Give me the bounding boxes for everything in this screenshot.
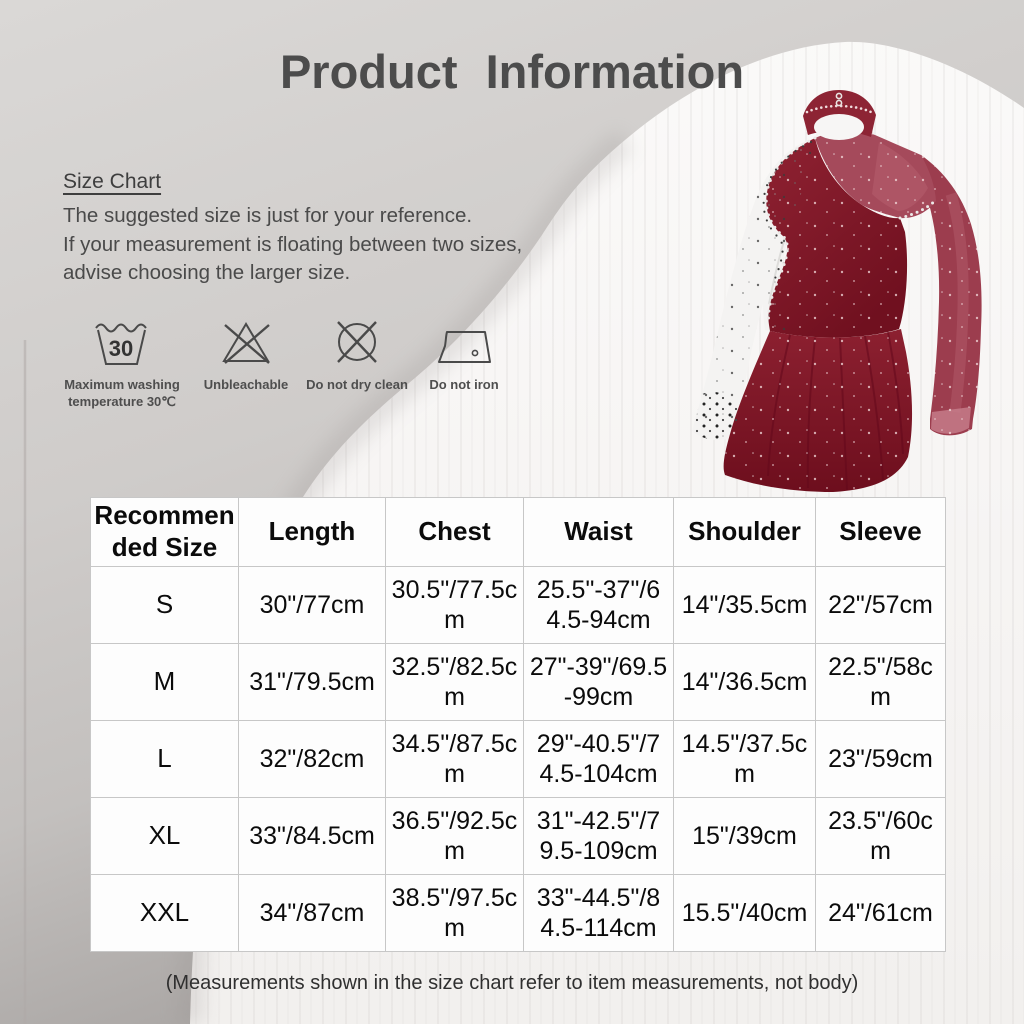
measurement-cell: 15.5"/40cm	[673, 874, 816, 952]
measurement-cell: 27"-39"/69.5-99cm	[523, 643, 674, 721]
care-item-unbleachable: Unbleachable	[190, 310, 302, 394]
size-table-header-row: Recommended Size Length Chest Waist Shoulder…	[90, 497, 946, 567]
measurement-cell: 30"/77cm	[238, 566, 386, 644]
column-header-5: Sleeve	[815, 497, 946, 567]
column-header-2: Chest	[385, 497, 524, 567]
footer-note: (Measurements shown in the size chart re…	[165, 972, 859, 994]
measurement-cell: 14"/36.5cm	[673, 643, 816, 721]
rhinestone-sparkles	[723, 130, 982, 492]
measurement-cell: 23.5"/60cm	[815, 797, 946, 875]
table-row: M 31"/79.5cm 32.5"/82.5cm 27"-39"/69.5-99cm…	[90, 643, 946, 721]
care-label: Do not iron	[429, 377, 499, 392]
care-instructions-row: 30 Maximum washing temperature 30℃ Unble…	[56, 310, 514, 410]
keyhole-cutout	[814, 114, 864, 140]
care-label: Do not dry clean	[306, 377, 408, 392]
care-label: Maximum washing temperature 30℃	[64, 377, 180, 409]
size-table: Recommended Size Length Chest Waist Shoulder…	[90, 497, 946, 952]
measurement-cell: 23"/59cm	[815, 720, 946, 798]
measurement-cell: 24"/61cm	[815, 874, 946, 952]
table-row: L 32"/82cm 34.5"/87.5cm 29"-40.5"/74.5-104c…	[90, 720, 946, 798]
care-label: Unbleachable	[203, 377, 289, 392]
size-chart-description: The suggested size is just for your refe…	[63, 204, 523, 284]
size-chart-heading: Size Chart	[63, 170, 162, 193]
measurement-cell: 14"/35.5cm	[673, 566, 816, 644]
product-photo-dress	[692, 90, 982, 492]
measurement-cell: 22.5"/58cm	[815, 643, 946, 721]
collar-button-loops	[835, 92, 843, 107]
measurement-cell: 32"/82cm	[238, 720, 386, 798]
column-header-3: Waist	[523, 497, 674, 567]
size-label-cell: L	[90, 720, 239, 798]
column-header-4: Shoulder	[673, 497, 816, 567]
table-row: XXL 34"/87cm 38.5"/97.5cm 33"-44.5"/84.5-11…	[90, 874, 946, 952]
measurement-cell: 29"-40.5"/74.5-104cm	[523, 720, 674, 798]
unbleachable-icon	[222, 322, 270, 364]
measurement-cell: 33"-44.5"/84.5-114cm	[523, 874, 674, 952]
svg-text:30: 30	[109, 336, 133, 361]
care-item-no-dry-clean: Do not dry clean	[304, 310, 410, 394]
cuff-speck-cluster	[692, 392, 740, 440]
measurement-cell: 15"/39cm	[673, 797, 816, 875]
size-label-cell: M	[90, 643, 239, 721]
do-not-dry-clean-icon	[337, 321, 377, 363]
size-label-cell: XL	[90, 797, 239, 875]
washing-temperature-icon: 30	[95, 323, 147, 365]
measurement-cell: 31"-42.5"/79.5-109cm	[523, 797, 674, 875]
measurement-cell: 22"/57cm	[815, 566, 946, 644]
do-not-iron-icon	[438, 331, 491, 363]
column-header-1: Length	[238, 497, 386, 567]
size-table-body: S 30"/77cm 30.5"/77.5cm 25.5"-37"/64.5-94cm…	[90, 566, 946, 952]
size-chart-intro: Size Chart The suggested size is just fo…	[63, 170, 623, 288]
table-row: XL 33"/84.5cm 36.5"/92.5cm 31"-42.5"/79.5-1…	[90, 797, 946, 875]
table-row: S 30"/77cm 30.5"/77.5cm 25.5"-37"/64.5-94cm…	[90, 566, 946, 644]
measurement-cell: 38.5"/97.5cm	[385, 874, 524, 952]
measurement-cell: 14.5"/37.5cm	[673, 720, 816, 798]
measurement-cell: 31"/79.5cm	[238, 643, 386, 721]
measurement-cell: 25.5"-37"/64.5-94cm	[523, 566, 674, 644]
measurement-cell: 34.5"/87.5cm	[385, 720, 524, 798]
size-label-cell: XXL	[90, 874, 239, 952]
measurement-cell: 30.5"/77.5cm	[385, 566, 524, 644]
size-label-cell: S	[90, 566, 239, 644]
page-title: Product Information	[279, 45, 745, 98]
measurement-cell: 32.5"/82.5cm	[385, 643, 524, 721]
measurement-cell: 34"/87cm	[238, 874, 386, 952]
measurement-cell: 36.5"/92.5cm	[385, 797, 524, 875]
column-header-0: Recommended Size	[90, 497, 239, 567]
measurement-cell: 33"/84.5cm	[238, 797, 386, 875]
care-item-no-iron: Do not iron	[414, 310, 514, 394]
care-item-washing: 30 Maximum washing temperature 30℃	[56, 310, 188, 410]
